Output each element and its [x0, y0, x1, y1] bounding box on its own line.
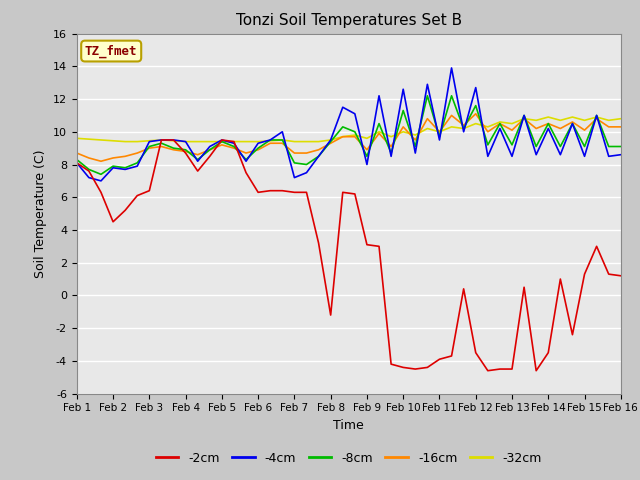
X-axis label: Time: Time: [333, 419, 364, 432]
Title: Tonzi Soil Temperatures Set B: Tonzi Soil Temperatures Set B: [236, 13, 462, 28]
Text: TZ_fmet: TZ_fmet: [85, 44, 138, 58]
Y-axis label: Soil Temperature (C): Soil Temperature (C): [35, 149, 47, 278]
Legend: -2cm, -4cm, -8cm, -16cm, -32cm: -2cm, -4cm, -8cm, -16cm, -32cm: [151, 447, 547, 469]
